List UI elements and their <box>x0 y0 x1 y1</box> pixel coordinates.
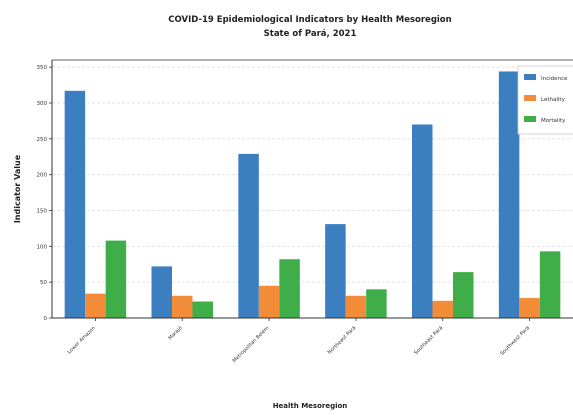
chart-title: COVID-19 Epidemiological Indicators by H… <box>168 15 451 25</box>
bar-lethality <box>258 285 280 318</box>
x-tick-label: Marajó <box>167 324 184 341</box>
y-tick-label: 200 <box>37 173 48 179</box>
bar-incidence <box>498 71 520 318</box>
x-tick-label: Southwest Pará <box>499 324 531 356</box>
bar-incidence <box>64 90 86 318</box>
x-axis-title: Health Mesoregion <box>273 402 348 410</box>
bar-lethality <box>432 300 453 318</box>
y-tick-label: 150 <box>37 209 48 215</box>
y-tick-label: 100 <box>37 244 48 250</box>
bar-mortality <box>453 272 474 318</box>
bar-lethality <box>345 295 367 318</box>
legend-swatch-lethality <box>524 95 536 101</box>
y-tick-label: 350 <box>37 65 48 71</box>
bar-mortality <box>192 301 213 318</box>
x-tick-label: Metropolitan Belém <box>231 324 271 364</box>
y-tick-label: 250 <box>37 137 48 143</box>
bar-lethality <box>172 295 193 318</box>
y-tick-label: 300 <box>37 101 48 107</box>
x-tick-label: Northeast Pará <box>326 324 357 355</box>
x-tick-label: Lower Amazon <box>67 325 97 355</box>
bar-mortality <box>105 240 127 318</box>
bar-incidence <box>238 153 259 318</box>
legend-label-incidence: Incidence <box>541 76 568 82</box>
legend-label-lethality: Lethality <box>541 97 566 103</box>
bar-incidence <box>151 266 172 318</box>
bar-lethality <box>85 293 106 318</box>
bar-mortality <box>279 259 300 318</box>
legend-swatch-mortality <box>524 116 536 122</box>
y-tick-label: 50 <box>40 280 47 286</box>
bar-lethality <box>519 297 540 318</box>
bar-incidence <box>412 124 433 318</box>
bar-incidence <box>325 224 346 318</box>
y-axis-title: Indicator Value <box>13 154 22 223</box>
x-tick-label: Southeast Pará <box>412 324 444 356</box>
bar-mortality <box>366 289 387 318</box>
legend-swatch-incidence <box>524 74 536 80</box>
chart-subtitle: State of Pará, 2021 <box>264 29 357 39</box>
legend-label-mortality: Mortality <box>541 118 566 124</box>
bar-mortality <box>539 251 561 318</box>
y-tick-label: 0 <box>44 316 48 322</box>
